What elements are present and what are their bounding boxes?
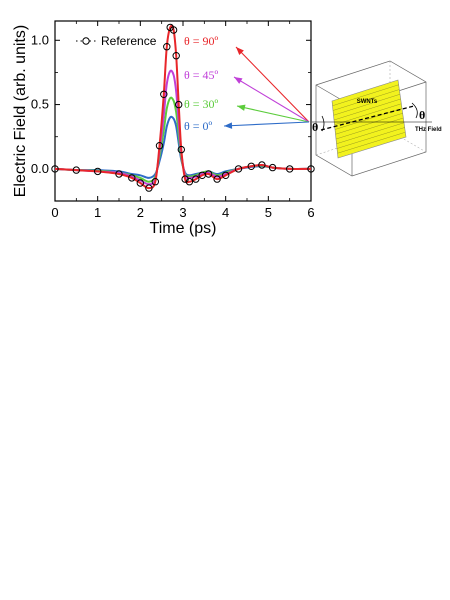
- reference-point: [222, 171, 230, 180]
- y-tick-label: 0.0: [31, 161, 49, 176]
- theta-label-right: θ: [419, 108, 425, 122]
- thz-field-line: [320, 105, 415, 131]
- reference-point: [286, 165, 294, 173]
- x-axis-title: Time (ps): [150, 220, 217, 237]
- reference-point: [213, 175, 221, 183]
- theta-label-left: θ: [312, 120, 318, 134]
- annotation-label: θ = 90º: [184, 34, 219, 48]
- theta-arc-right: [411, 102, 418, 119]
- annotation-label: θ = 30º: [184, 97, 219, 111]
- reference-point: [160, 90, 168, 99]
- reference-point: [175, 100, 183, 109]
- reference-point: [258, 161, 266, 169]
- annotation-arrowhead: [237, 104, 246, 111]
- swnt-label: SWNTs: [357, 99, 378, 105]
- swnt-tube-line: [336, 122, 405, 144]
- x-tick-label: 1: [94, 205, 101, 220]
- x-tick-label: 2: [137, 205, 144, 220]
- reference-point: [145, 184, 153, 192]
- reference-point: [128, 174, 136, 182]
- annotation-arrow-line: [223, 121, 310, 127]
- reference-point: [204, 170, 213, 178]
- reference-point: [192, 175, 200, 183]
- series-lines: [54, 24, 312, 190]
- reference-point: [136, 179, 145, 187]
- swnt-tube-line: [334, 103, 402, 125]
- annotation-arrowhead: [234, 77, 243, 84]
- annotation-arrow-line: [236, 105, 310, 123]
- reference-point: [151, 178, 160, 186]
- swnt-tube-lines: [332, 84, 406, 154]
- annotation-arrow-line: [233, 76, 310, 123]
- annotation-arrow-line: [235, 46, 310, 123]
- y-tick-label: 1.0: [31, 32, 49, 47]
- x-tick-label: 0: [51, 205, 58, 220]
- reference-point: [247, 162, 256, 171]
- reference-point: [94, 167, 102, 176]
- x-tick-label: 5: [265, 205, 272, 220]
- swnt-tube-line: [333, 98, 401, 121]
- swnt-tube-line: [335, 113, 403, 135]
- theta-arc-left: [321, 115, 325, 132]
- reference-point: [185, 178, 194, 186]
- x-tick-label: 3: [179, 205, 186, 220]
- reference-point: [115, 170, 123, 178]
- reference-point: [155, 142, 164, 150]
- reference-point: [169, 26, 178, 34]
- swnt-tube-line: [333, 94, 401, 116]
- plot-frame: [54, 20, 312, 202]
- legend-marker: [82, 37, 90, 45]
- swnt-tube-line: [335, 117, 404, 140]
- x-tick-label: 6: [307, 205, 314, 220]
- reference-point: [234, 165, 243, 173]
- reference-points: [51, 23, 315, 192]
- inset-box-edge: [389, 130, 427, 153]
- reference-point: [72, 166, 81, 174]
- annotation-label: θ = 0º: [184, 119, 213, 133]
- x-axis: 0 1 2 3 4 5 6: [51, 21, 315, 220]
- swnt-tube-line: [332, 89, 400, 111]
- annotation-arrowhead: [224, 122, 233, 129]
- swnt-tube-line: [337, 132, 406, 154]
- legend-label: Reference: [101, 34, 157, 48]
- swnt-tube-line: [332, 84, 399, 106]
- x-tick-label: 4: [222, 205, 229, 220]
- reference-point: [163, 43, 171, 51]
- legend: Reference: [76, 34, 157, 48]
- y-axis: 0.0 0.5 1.0: [31, 32, 311, 176]
- sample-inset: SWNTs θ θ THz Field: [312, 60, 442, 177]
- series-line-1: [54, 24, 312, 190]
- y-tick-label: 0.5: [31, 97, 49, 112]
- reference-point: [172, 52, 180, 60]
- reference-point: [51, 165, 59, 173]
- reference-point: [307, 165, 315, 173]
- annotation-arrowhead: [236, 47, 244, 55]
- angle-annotations: θ = 90º θ = 45º θ = 30º θ = 0º: [184, 34, 310, 133]
- reference-point: [268, 163, 277, 172]
- thz-field-label: THz Field: [415, 127, 442, 133]
- y-axis-title: Electric Field (arb. units): [12, 25, 29, 198]
- swnt-tube-line: [336, 127, 405, 149]
- reference-point: [177, 145, 186, 154]
- annotation-label: θ = 45º: [184, 68, 219, 82]
